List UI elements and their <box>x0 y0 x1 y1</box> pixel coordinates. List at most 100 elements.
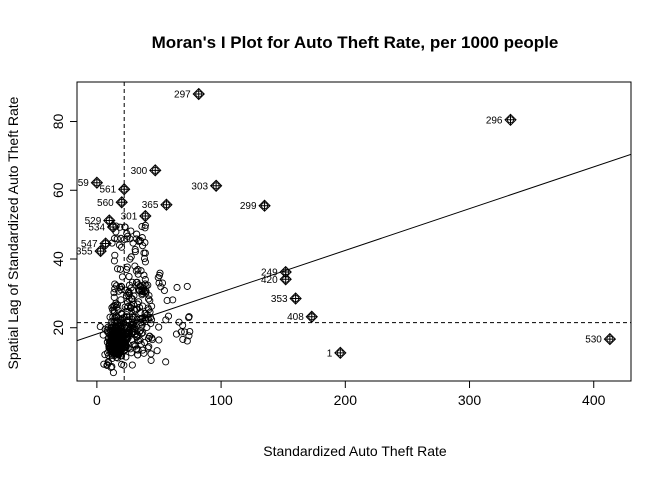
data-point <box>116 333 124 341</box>
data-point <box>116 341 124 349</box>
data-point <box>117 296 125 304</box>
data-point <box>186 328 194 336</box>
influential-point-label: 530 <box>585 335 602 346</box>
data-point <box>185 332 193 340</box>
y-tick-label: 20 <box>50 320 66 336</box>
data-point <box>114 354 122 362</box>
influential-point-marker <box>106 220 120 234</box>
influential-point <box>97 247 105 255</box>
data-point <box>145 343 153 351</box>
data-point <box>127 349 135 357</box>
data-point <box>106 313 114 321</box>
data-point <box>108 363 116 371</box>
data-point <box>173 283 181 292</box>
data-point <box>110 302 118 310</box>
influential-point-marker <box>289 292 302 305</box>
x-tick-label: 300 <box>458 392 482 408</box>
influential-point-marker <box>209 179 223 192</box>
y-tick-label: 80 <box>50 114 66 130</box>
data-point <box>125 273 133 281</box>
influential-point-label: 301 <box>121 212 138 223</box>
data-point <box>140 254 149 263</box>
data-point <box>154 273 162 282</box>
data-point <box>132 325 140 333</box>
y-tick-label: 60 <box>50 182 66 198</box>
data-point <box>163 296 171 305</box>
influential-point <box>195 90 203 98</box>
data-point <box>112 322 120 330</box>
data-point <box>132 235 140 243</box>
x-axis-label: Standardized Auto Theft Rate <box>263 443 447 459</box>
data-point <box>141 224 149 232</box>
data-point <box>128 295 136 303</box>
data-point <box>119 334 128 342</box>
influential-point <box>261 202 269 210</box>
data-point <box>134 346 142 354</box>
influential-point-marker <box>115 196 128 209</box>
data-point <box>147 319 155 328</box>
data-point <box>116 328 124 336</box>
influential-point-label: 365 <box>142 200 159 211</box>
data-point <box>157 283 165 291</box>
x-tick-label: 100 <box>209 392 233 408</box>
data-point <box>129 239 137 247</box>
data-point <box>111 323 120 331</box>
influential-point <box>282 275 290 283</box>
y-axis-label: Spatial Lag of Standardized Auto Theft R… <box>5 96 21 369</box>
data-point <box>138 286 146 294</box>
data-point <box>117 282 125 290</box>
influential-point-label: 547 <box>81 239 98 250</box>
influential-point-marker <box>90 176 104 189</box>
data-point <box>183 282 191 290</box>
data-point <box>179 321 187 329</box>
influential-point-marker <box>192 87 205 101</box>
data-point <box>183 337 191 345</box>
data-point <box>112 282 121 290</box>
data-point <box>133 230 141 238</box>
data-point <box>125 313 133 321</box>
influential-point-label: 560 <box>97 198 114 209</box>
data-point <box>145 332 153 340</box>
data-point <box>118 345 126 353</box>
influential-point-label: 303 <box>191 181 208 192</box>
data-point <box>129 286 137 294</box>
influential-point-marker <box>603 332 617 346</box>
data-point <box>117 309 126 317</box>
data-point <box>139 317 147 325</box>
influential-point-label: 534 <box>88 223 105 234</box>
data-point <box>160 286 168 295</box>
data-point <box>139 314 147 322</box>
data-point <box>116 265 124 273</box>
data-point <box>105 344 113 352</box>
influential-point-marker <box>139 209 152 223</box>
data-point <box>110 289 118 297</box>
data-point <box>110 307 118 315</box>
influential-point-marker <box>504 113 517 127</box>
data-point <box>181 328 189 336</box>
data-point <box>134 351 142 359</box>
influential-point-marker <box>99 237 112 250</box>
data-point <box>185 313 193 321</box>
regression-line <box>77 153 631 342</box>
x-tick-label: 200 <box>334 392 358 408</box>
influential-point-label: 355 <box>76 247 93 258</box>
data-point <box>147 350 155 358</box>
data-point <box>172 330 181 338</box>
data-point <box>140 285 148 293</box>
data-point <box>128 323 136 331</box>
data-point <box>131 246 139 254</box>
data-point <box>96 323 104 331</box>
data-point <box>162 316 170 324</box>
influential-point-label: 296 <box>486 115 503 126</box>
data-point <box>111 251 119 259</box>
data-point <box>136 237 145 245</box>
data-point <box>109 302 117 310</box>
data-point <box>169 296 177 304</box>
data-point <box>111 332 120 340</box>
data-point <box>121 223 129 231</box>
data-point <box>120 361 128 369</box>
data-point <box>131 248 139 256</box>
data-point <box>138 222 146 231</box>
data-point <box>127 253 135 261</box>
influential-point-label: 59 <box>78 178 90 189</box>
